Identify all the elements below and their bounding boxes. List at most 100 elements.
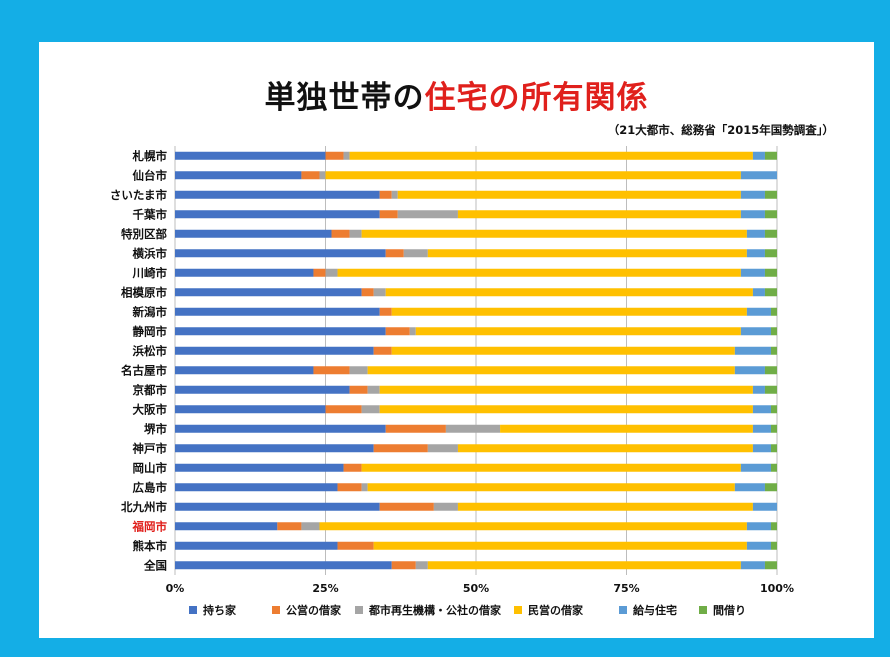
bar-segment [770,405,777,414]
bar-segment [379,307,392,316]
bar-segment [397,190,741,199]
chart-subtitle: （21大都市、総務省「2015年国勢調査」） [607,123,834,137]
bar-segment [367,366,735,375]
bar-segment [734,346,771,355]
bar-segment [752,424,771,433]
bar-segment [361,288,374,297]
bar-segment [427,249,747,258]
bar-segment [373,346,392,355]
bar-segment [500,424,753,433]
bar-segment [764,366,777,375]
category-label: 名古屋市 [121,363,167,377]
bar-segment [379,405,753,414]
bar-segment [331,229,350,238]
x-tick-label: 75% [613,582,639,595]
bar-segment [391,190,398,199]
category-label: 静岡市 [133,324,168,338]
bar-segment [752,405,771,414]
bar-segment [764,151,777,160]
legend-label: 民営の借家 [528,603,584,617]
category-label: 札幌市 [132,149,168,163]
bar-segment [740,210,765,219]
bar-segment [175,522,278,531]
category-label: 福岡市 [132,519,168,533]
bar-segment [175,288,362,297]
category-label: 仙台市 [133,168,168,182]
legend-swatch [514,606,522,614]
bar-segment [746,249,765,258]
bar-segment [764,268,777,277]
title-part-red: 住宅の所有関係 [424,80,649,116]
bar-segment [427,444,458,453]
legend-swatch [355,606,363,614]
bar-segment [391,307,747,316]
bar-segment [349,151,753,160]
bar-segment [175,151,326,160]
legend-swatch [619,606,627,614]
bar-segment [740,327,771,336]
bar-segment [175,444,374,453]
bar-segment [175,483,338,492]
bar-segment [361,229,747,238]
bar-segment [740,463,771,472]
bar-segment [764,229,777,238]
chart-card: 単独世帯の住宅の所有関係 （21大都市、総務省「2015年国勢調査」） 0% 25… [39,42,874,638]
bar-segment [770,463,777,472]
bar-segment [175,229,332,238]
bar-segment [385,424,446,433]
bar-segment [175,385,350,394]
bar-segment [764,249,777,258]
bar-segment [337,483,362,492]
category-label: 広島市 [133,480,168,494]
category-label: 浜松市 [133,344,168,358]
bar-segment [752,444,771,453]
category-label: 神戸市 [133,441,168,455]
bar-segment [175,268,314,277]
bar-segment [764,210,777,219]
bar-segment [373,444,428,453]
bar-segment [349,385,368,394]
bar-segment [740,268,765,277]
bar-segment [175,171,302,180]
bar-segment [764,288,777,297]
bar-segment [764,483,777,492]
stacked-bar-chart: 0% 25% 50% 75% 100% 札幌市仙台市さいたま市千葉市特別区部横浜市川崎市相… [110,146,794,617]
bar-segment [175,502,380,511]
bar-segment [175,366,314,375]
outer-frame: 単独世帯の住宅の所有関係 （21大都市、総務省「2015年国勢調査」） 0% 25… [14,14,876,643]
bar-segment [409,327,416,336]
bar-segment [415,561,428,570]
chart-title: 単独世帯の住宅の所有関係 [39,72,874,117]
bar-segment [337,541,374,550]
bar-segment [746,307,771,316]
bar-segment [734,483,765,492]
legend-swatch [189,606,197,614]
bar-segment [770,327,777,336]
bar-segment [746,522,771,531]
bar-segment [343,463,362,472]
legend-label: 公営の借家 [286,603,342,617]
bar-segment [373,288,386,297]
category-label: 相模原市 [121,285,167,299]
legend-swatch [699,606,707,614]
bar-segment [175,405,326,414]
legend-label: 給与住宅 [633,603,677,617]
bar-segment [175,561,392,570]
category-label: 熊本市 [133,539,168,553]
category-label: 千葉市 [133,207,168,221]
bar-segment [385,327,410,336]
bar-segment [313,268,326,277]
bar-segment [740,561,765,570]
bar-segment [752,151,765,160]
bar-segment [175,210,380,219]
bar-segment [391,561,416,570]
category-label: 特別区部 [121,227,167,241]
bar-segment [752,502,777,511]
bar-segment [379,385,753,394]
x-tick-label: 25% [312,582,338,595]
bar-segment [740,190,765,199]
bar-segment [445,424,501,433]
bar-segment [361,405,380,414]
bar-segment [415,327,741,336]
category-label: 新潟市 [133,305,168,319]
